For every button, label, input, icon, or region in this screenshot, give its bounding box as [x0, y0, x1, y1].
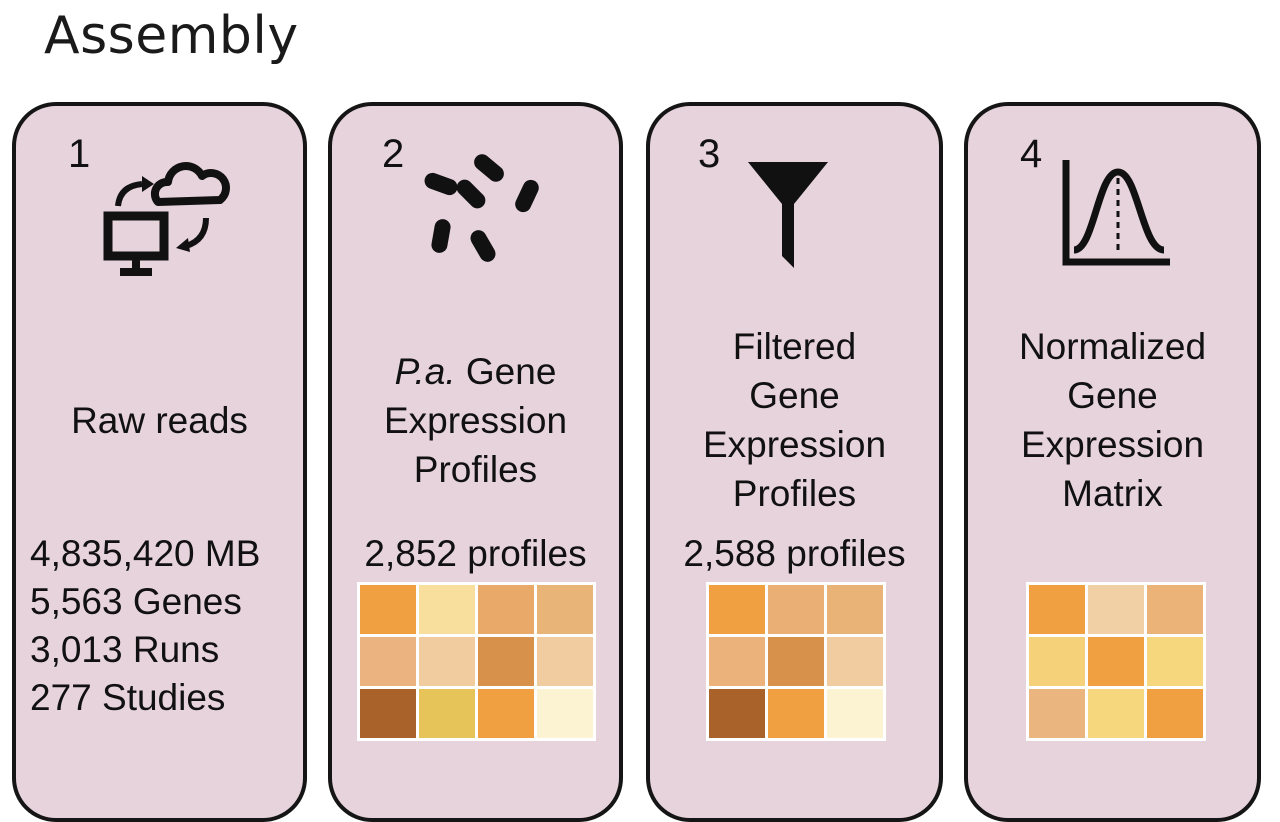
heatmap-cell — [709, 689, 765, 738]
heatmap-cell — [768, 637, 824, 686]
stat-runs: 3,013 Runs — [30, 629, 220, 670]
heatmap-cell — [360, 689, 416, 738]
stat-size: 4,835,420 MB — [30, 533, 261, 574]
heatmap-cell — [360, 637, 416, 686]
bacteria-icon — [424, 154, 539, 262]
step-card-normalized-matrix: 4 Normalized Gene Expression Matrix — [964, 102, 1261, 822]
profile-count: 2,588 profiles — [683, 533, 906, 574]
heatmap-cell — [478, 689, 534, 738]
step-number: 1 — [68, 132, 91, 176]
stat-genes: 5,563 Genes — [30, 581, 242, 622]
heatmap-cell — [360, 585, 416, 634]
heatmap-cell — [1147, 637, 1203, 686]
step-label: Raw reads — [71, 400, 248, 441]
heatmap-cell — [537, 637, 593, 686]
heatmap-cell — [419, 689, 475, 738]
step-label: Filtered Gene Expression Profiles — [702, 326, 887, 514]
heatmap-cell — [1147, 689, 1203, 738]
heatmap-cell — [1088, 585, 1144, 634]
heatmap-cell — [827, 689, 883, 738]
organism-abbrev: P.a. — [394, 351, 456, 392]
heatmap-cell — [1029, 585, 1085, 634]
step-card-filtered-profiles: 3 Filtered Gene Expression Profiles 2,58… — [646, 102, 943, 822]
step-label: P.a. Gene Expression Profiles — [383, 351, 568, 490]
expression-heatmap — [1026, 582, 1206, 741]
normal-distribution-chart-icon — [1062, 160, 1170, 266]
heatmap-cell — [419, 637, 475, 686]
funnel-filter-icon — [748, 162, 828, 268]
step-card-gene-expression-profiles: 2 P.a. Gene Expression Profiles 2,852 pr… — [328, 102, 623, 822]
raw-reads-stats: 4,835,420 MB 5,563 Genes 3,013 Runs 277 … — [30, 530, 260, 722]
expression-heatmap — [706, 582, 886, 741]
heatmap-cell — [1088, 637, 1144, 686]
heatmap-cell — [478, 637, 534, 686]
expression-heatmap — [357, 582, 596, 741]
heatmap-cell — [1147, 585, 1203, 634]
heatmap-cell — [709, 585, 765, 634]
computer-cloud-sync-icon — [103, 162, 230, 276]
heatmap-cell — [419, 585, 475, 634]
heatmap-cell — [768, 689, 824, 738]
heatmap-cell — [537, 585, 593, 634]
heatmap-cell — [537, 689, 593, 738]
profile-count: 2,852 profiles — [364, 533, 587, 574]
heatmap-cell — [1029, 637, 1085, 686]
step-number: 2 — [382, 132, 405, 176]
stat-studies: 277 Studies — [30, 677, 226, 718]
step-card-raw-reads: 1 Raw reads 4,835,420 MB 5,563 Genes 3,0… — [12, 102, 307, 822]
heatmap-cell — [478, 585, 534, 634]
step-number: 4 — [1020, 132, 1043, 176]
heatmap-cell — [827, 637, 883, 686]
page-title: Assembly — [44, 6, 299, 66]
heatmap-cell — [827, 585, 883, 634]
step-number: 3 — [698, 132, 721, 176]
heatmap-cell — [709, 637, 765, 686]
heatmap-cell — [1029, 689, 1085, 738]
heatmap-cell — [768, 585, 824, 634]
step-label: Normalized Gene Expression Matrix — [1018, 326, 1207, 514]
heatmap-cell — [1088, 689, 1144, 738]
